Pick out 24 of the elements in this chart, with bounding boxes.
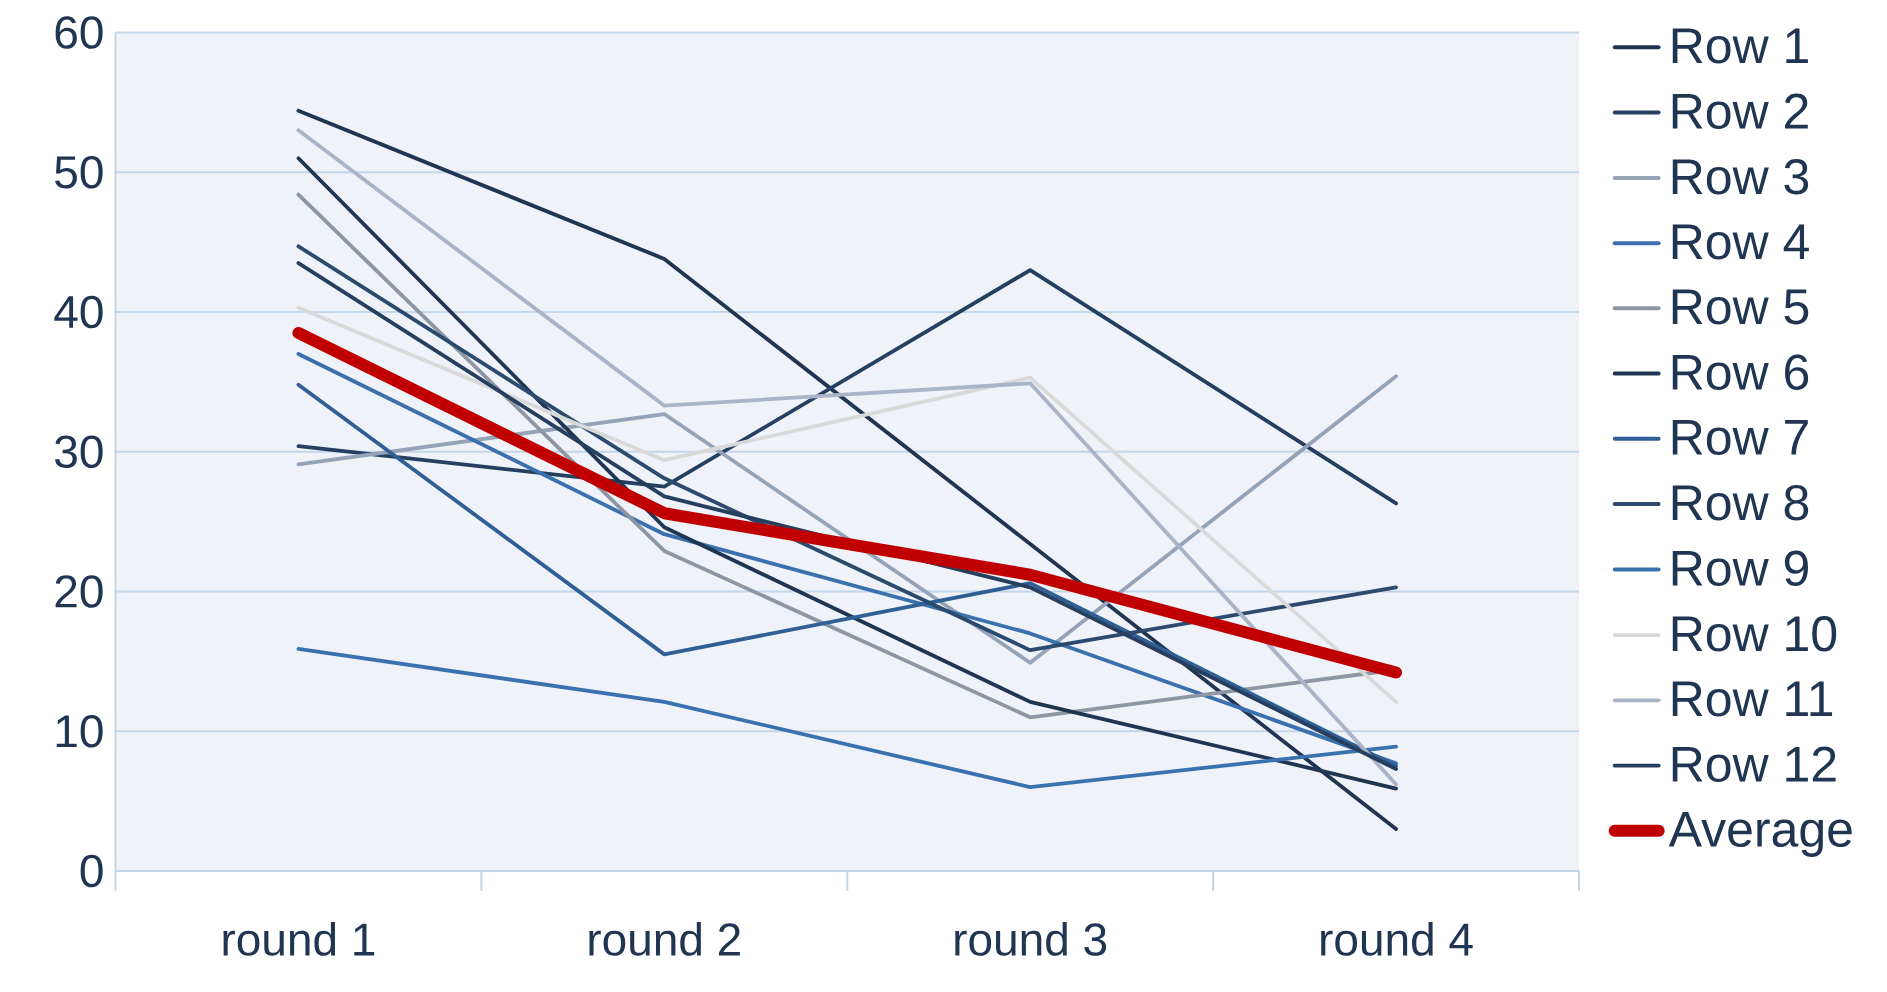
y-tick-label: 30 [55,435,103,469]
y-tick-label: 50 [55,155,103,189]
legend-label: Row 4 [1672,224,1809,260]
x-tick-label: round 4 [1321,922,1473,956]
legend-label: Row 8 [1672,485,1809,521]
x-tick-label: round 1 [223,922,375,956]
legend-label: Row 7 [1672,420,1808,455]
y-tick-label: 10 [56,714,103,748]
legend-label: Row 3 [1672,159,1809,195]
legend-label: Row 5 [1672,289,1809,325]
y-tick-label: 60 [55,16,103,49]
x-tick-label: round 3 [955,922,1107,956]
legend-label: Row 10 [1672,616,1837,652]
legend-label: Average [1668,812,1852,857]
legend-label: Row 9 [1672,550,1808,586]
legend-label: Row 12 [1672,746,1836,782]
y-tick-label: 40 [54,295,103,329]
y-tick-label: 0 [80,854,103,888]
y-tick-label: 20 [55,575,103,608]
legend-label: Row 6 [1672,354,1809,390]
legend-label: Row 2 [1672,93,1808,129]
x-tick-label: round 2 [589,922,740,956]
legend-label: Row 1 [1672,28,1808,64]
legend-label: Row 11 [1672,681,1833,717]
